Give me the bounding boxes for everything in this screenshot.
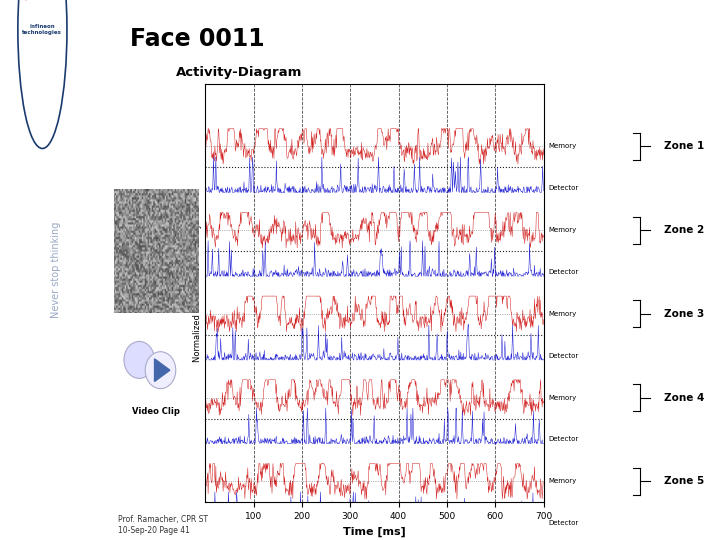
X-axis label: Time [ms]: Time [ms]: [343, 526, 406, 537]
Text: Activity-Diagram: Activity-Diagram: [176, 65, 303, 79]
Text: Memory: Memory: [549, 144, 577, 150]
Text: Prof. Ramacher, CPR ST
10-Sep-20 Page 41: Prof. Ramacher, CPR ST 10-Sep-20 Page 41: [117, 516, 207, 535]
Circle shape: [124, 341, 155, 379]
Polygon shape: [155, 359, 170, 381]
Text: Detector: Detector: [549, 436, 579, 442]
Text: Detector: Detector: [549, 185, 579, 191]
Circle shape: [18, 0, 67, 148]
Text: Memory: Memory: [549, 478, 577, 484]
Text: Never stop thinking: Never stop thinking: [51, 222, 60, 318]
Text: Zone 3: Zone 3: [664, 309, 704, 319]
Text: Zone 1: Zone 1: [664, 141, 704, 152]
Text: Video Clip: Video Clip: [132, 407, 180, 416]
Text: Memory: Memory: [549, 227, 577, 233]
Text: Detector: Detector: [549, 353, 579, 359]
Text: Detector: Detector: [549, 520, 579, 526]
Text: Zone 4: Zone 4: [664, 393, 704, 403]
Text: Memory: Memory: [549, 395, 577, 401]
Text: Zone 5: Zone 5: [664, 476, 704, 487]
Text: Detector: Detector: [549, 269, 579, 275]
Text: infineon
technologies: infineon technologies: [22, 24, 63, 35]
Text: Zone 2: Zone 2: [664, 225, 704, 235]
Y-axis label: Normalized accumulated activity: Normalized accumulated activity: [194, 224, 202, 362]
Circle shape: [145, 352, 176, 389]
Text: Memory: Memory: [549, 311, 577, 317]
Text: Face 0011: Face 0011: [130, 26, 264, 51]
